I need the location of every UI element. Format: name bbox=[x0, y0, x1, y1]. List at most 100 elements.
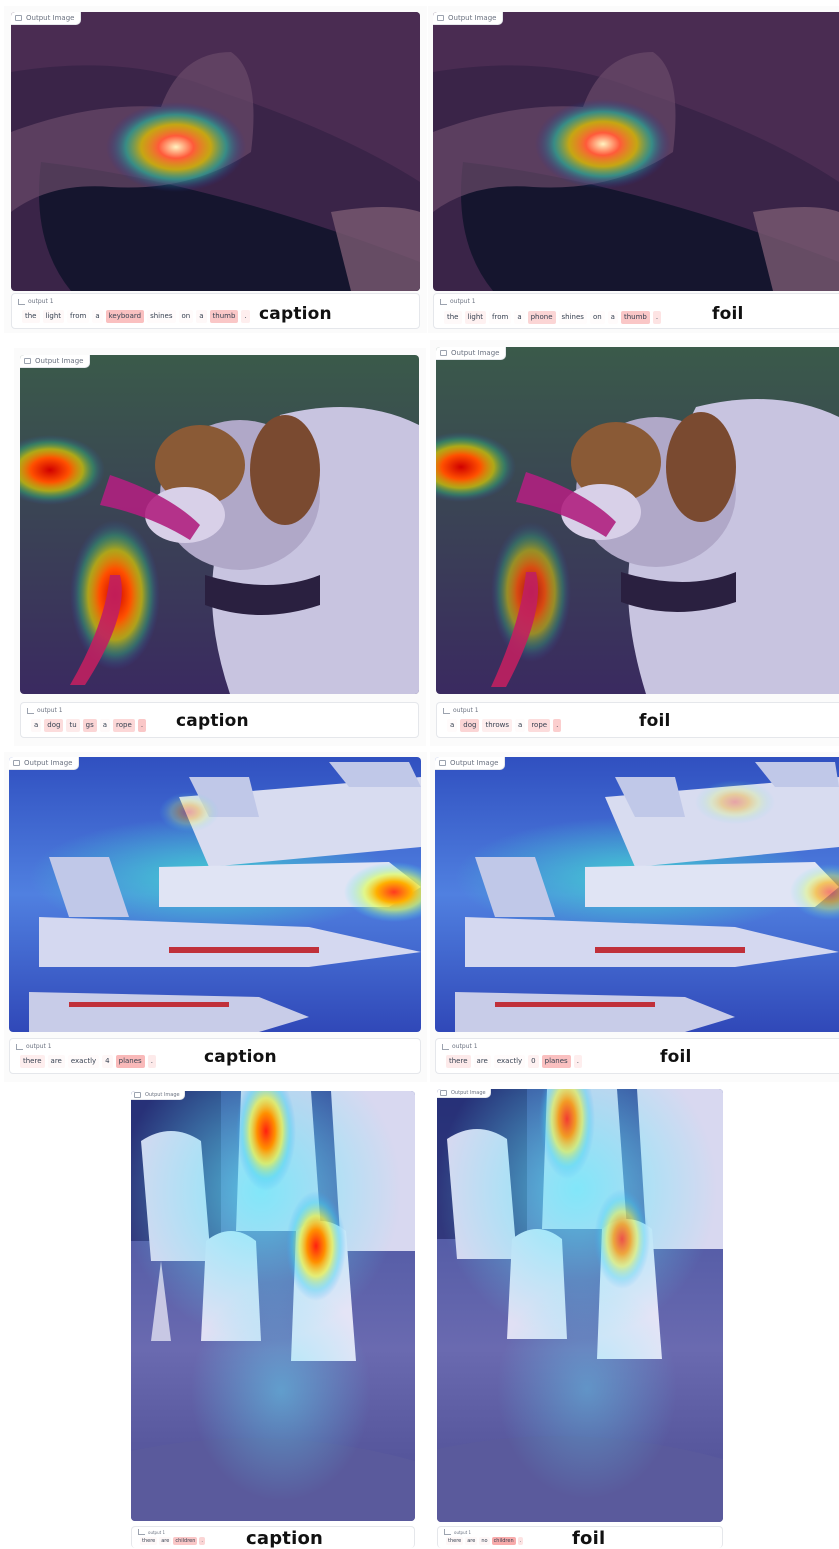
token-row: a dog tu gs a rope. bbox=[31, 719, 147, 732]
token: rope bbox=[528, 719, 551, 732]
output-label: output 1 bbox=[440, 298, 476, 305]
token: . bbox=[241, 310, 250, 323]
token-row: a dog throws a rope. bbox=[447, 719, 562, 732]
token: a bbox=[92, 310, 102, 323]
panel-row3-foil: Output Image output 1 there are exactly 0 pl… bbox=[430, 752, 839, 1082]
heatmap-image: Output Image bbox=[131, 1091, 415, 1521]
token: rope bbox=[113, 719, 135, 732]
token: . bbox=[137, 719, 147, 732]
output-image-badge: Output Image bbox=[436, 347, 507, 360]
image-icon bbox=[24, 358, 31, 364]
output-box: output 1 there are children. caption bbox=[131, 1526, 415, 1549]
output-box: output 1 there are exactly 4 planes. caption bbox=[9, 1038, 421, 1074]
image-icon bbox=[15, 15, 22, 21]
heatmap-image: Output Image bbox=[437, 1089, 723, 1522]
output-label: output 1 bbox=[442, 1043, 478, 1050]
token: a bbox=[31, 719, 42, 732]
token: shines bbox=[561, 313, 584, 321]
token: children bbox=[491, 1537, 516, 1545]
token: exactly bbox=[68, 1055, 99, 1068]
output-label: output 1 bbox=[443, 707, 479, 714]
token-row: the light from a keyboard shines on a thumb. bbox=[22, 310, 250, 323]
token: the bbox=[444, 311, 462, 324]
chart-icon bbox=[18, 298, 25, 305]
output-label: output 1 bbox=[16, 1043, 52, 1050]
chart-icon bbox=[27, 707, 34, 714]
caption-tag: caption bbox=[259, 304, 332, 324]
token: dog bbox=[460, 719, 480, 732]
output-label: output 1 bbox=[18, 298, 54, 305]
token: from bbox=[492, 313, 509, 321]
token-row: there are no children. bbox=[446, 1537, 524, 1545]
caption-tag: caption bbox=[204, 1047, 277, 1067]
panel-row2-foil: Output Image output 1 a dog throws a rope. f… bbox=[430, 340, 839, 746]
output-label: output 1 bbox=[444, 1529, 471, 1535]
foil-tag: foil bbox=[639, 711, 671, 731]
output-box: output 1 there are no children. foil bbox=[437, 1526, 723, 1549]
token: a bbox=[515, 719, 525, 732]
heatmap-image: Output Image bbox=[20, 355, 419, 694]
token: tu bbox=[66, 719, 80, 732]
chart-icon bbox=[444, 1529, 451, 1535]
token: shines bbox=[147, 310, 175, 323]
token: . bbox=[517, 1537, 524, 1545]
token: planes bbox=[541, 1055, 571, 1068]
token: keyboard bbox=[105, 310, 145, 323]
token: a bbox=[196, 310, 207, 323]
token: throws bbox=[482, 719, 513, 732]
token: exactly bbox=[494, 1055, 525, 1068]
panel-row1-caption: Output Image output 1 the light from a keybo… bbox=[4, 6, 427, 333]
token: . bbox=[147, 1055, 156, 1068]
token: are bbox=[474, 1055, 491, 1068]
chart-icon bbox=[138, 1529, 145, 1535]
chart-icon bbox=[443, 707, 450, 714]
token: thumb bbox=[620, 311, 650, 324]
token: a bbox=[447, 719, 457, 732]
output-box: output 1 a dog tu gs a rope. caption bbox=[20, 702, 419, 738]
output-image-badge: Output Image bbox=[435, 757, 506, 770]
token: . bbox=[199, 1537, 205, 1545]
token: are bbox=[48, 1055, 65, 1068]
token: gs bbox=[82, 719, 97, 732]
token: no bbox=[479, 1537, 490, 1545]
token-row: there are children. bbox=[140, 1537, 205, 1545]
foil-tag: foil bbox=[660, 1047, 692, 1067]
output-box: output 1 the light from a phone shines on a thum… bbox=[433, 293, 839, 329]
token: a bbox=[99, 719, 111, 732]
output-box: output 1 a dog throws a rope. foil bbox=[436, 702, 839, 738]
token: . bbox=[573, 1055, 582, 1068]
image-icon bbox=[440, 1090, 447, 1096]
token: are bbox=[467, 1538, 476, 1544]
panel-row2-caption: Output Image output 1 a dog tu gs a rope. cap… bbox=[14, 348, 426, 746]
panel-row1-foil: Output Image output 1 the light from a phone… bbox=[428, 6, 839, 333]
output-image-badge: Output Image bbox=[20, 355, 91, 368]
output-label: output 1 bbox=[138, 1529, 165, 1535]
token: dog bbox=[44, 719, 64, 732]
token: there bbox=[140, 1537, 158, 1545]
panel-row3-caption: Output Image output 1 there are exactly 4 pl… bbox=[4, 752, 427, 1082]
chart-icon bbox=[442, 1043, 449, 1050]
panel-row4-caption: Output Image output 1 there are children. bbox=[126, 1087, 420, 1549]
output-label: output 1 bbox=[27, 707, 63, 714]
token: 0 bbox=[528, 1055, 539, 1068]
token: from bbox=[70, 312, 87, 320]
token: there bbox=[446, 1537, 464, 1545]
heatmap-image: Output Image bbox=[436, 347, 839, 694]
token: light bbox=[42, 310, 65, 323]
foil-tag: foil bbox=[712, 304, 744, 324]
token: children bbox=[173, 1537, 198, 1545]
token: a bbox=[608, 311, 618, 324]
caption-tag: caption bbox=[246, 1528, 324, 1549]
token: . bbox=[652, 311, 662, 324]
token-row: there are exactly 4 planes. bbox=[20, 1055, 156, 1068]
output-image-badge: Output Image bbox=[131, 1091, 185, 1100]
heatmap-image: Output Image bbox=[433, 12, 839, 291]
token: phone bbox=[527, 311, 556, 324]
heatmap-image: Output Image bbox=[435, 757, 839, 1032]
token: . bbox=[553, 719, 562, 732]
token: there bbox=[20, 1055, 45, 1068]
image-icon bbox=[437, 15, 444, 21]
output-image-badge: Output Image bbox=[9, 757, 80, 770]
chart-icon bbox=[16, 1043, 23, 1050]
heatmap-image: Output Image bbox=[11, 12, 420, 291]
